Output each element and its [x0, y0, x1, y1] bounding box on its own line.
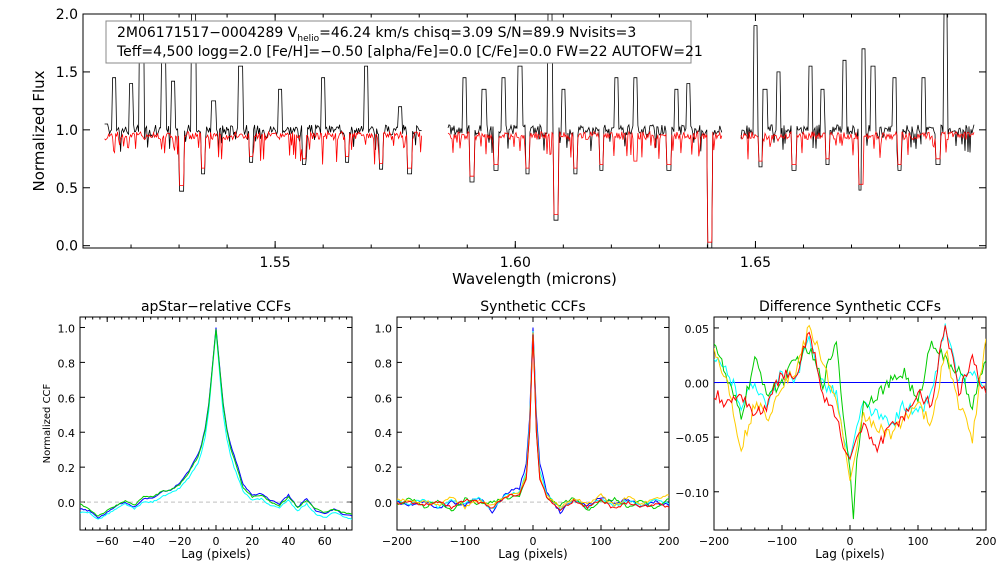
difference_ccf-series-red [714, 325, 986, 461]
spectrum-ytick-label: 1.0 [56, 123, 78, 139]
apstar_ccf-xtick-label: −20 [168, 535, 191, 548]
apstar_ccf-ytick-label: 0.2 [58, 462, 76, 475]
spectrum-ytick-label: 0.0 [56, 239, 78, 255]
spectrum-model-chip-2 [447, 130, 723, 243]
apstar_ccf-series-visit-2 [80, 330, 352, 520]
difference_ccf-ytick-label: −0.10 [675, 487, 709, 500]
difference_ccf-frame [713, 316, 987, 531]
synthetic_ccf-series-yellow [397, 332, 669, 510]
difference_ccf-xtick-label: 0 [847, 535, 854, 548]
apstar_ccf-xtick-label: 20 [245, 535, 259, 548]
spectrum-ytick-label: 0.5 [56, 181, 78, 197]
synthetic_ccf-xlabel: Lag (pixels) [498, 547, 568, 561]
difference_ccf-xtick-label: −100 [767, 535, 797, 548]
info-line-2: Teff=4,500 logg=2.0 [Fe/H]=−0.50 [alpha/… [116, 44, 703, 60]
difference_ccf-ytick-label: −0.05 [675, 432, 709, 445]
spectrum-ytick-label: 1.5 [56, 65, 78, 81]
difference_ccf-series-green [714, 340, 986, 520]
info-star-id: 2M06171517−0004289 V [117, 25, 298, 41]
apstar_ccf-xtick-label: 40 [282, 535, 296, 548]
apstar_ccf-ylabel: Normalized CCF [42, 383, 53, 463]
apstar_ccf-xtick-label: −40 [132, 535, 155, 548]
apstar_ccf-title: apStar−relative CCFs [141, 299, 291, 315]
spectrum-model-chip-1 [104, 130, 422, 186]
spectrum-observed-chip-3 [740, 14, 975, 191]
synthetic_ccf-xtick-label: 0 [530, 535, 537, 548]
info-vhelio-subscript: helio [297, 34, 319, 44]
spectrum-frame [82, 13, 987, 249]
spectrum-xtick-label: 1.60 [500, 255, 531, 271]
apstar_ccf-xtick-label: −60 [96, 535, 119, 548]
difference_ccf-title: Difference Synthetic CCFs [759, 299, 941, 315]
synthetic_ccf-series-green [397, 332, 669, 512]
synthetic_ccf-xtick-label: −100 [450, 535, 480, 548]
spectrum-xtick-label: 1.65 [740, 255, 771, 271]
apstar_ccf-ytick-label: 0.0 [58, 497, 76, 510]
info-line-1: 2M06171517−0004289 Vhelio=46.24 km/s chi… [117, 25, 636, 44]
difference_ccf-axes: −200 −100 0 100 200 −0.10 −0.05 0.00 0.05 Differe… [675, 299, 996, 561]
synthetic_ccf-series-blue [397, 327, 669, 515]
spectrum-ylabel: Normalized Flux [30, 70, 48, 191]
apstar_ccf-xtick-label: 60 [318, 535, 332, 548]
difference_ccf-xtick-label: −200 [699, 535, 729, 548]
synthetic_ccf-title: Synthetic CCFs [480, 299, 585, 315]
difference_ccf-ytick-label: 0.05 [685, 323, 710, 336]
apstar_ccf-ytick-label: 1.0 [58, 322, 76, 335]
apstar_ccf-axes: −60 −40 −20 0 20 40 60 0.0 0.2 0.4 0.6 0.8 1.0 apStar… [42, 299, 353, 561]
synthetic_ccf-ytick-label: 1.0 [375, 322, 393, 335]
apstar_ccf-frame [79, 316, 353, 531]
apstar_ccf-xtick-label: 0 [213, 535, 220, 548]
synthetic_ccf-ytick-label: 0.8 [375, 357, 393, 370]
difference_ccf-xlabel: Lag (pixels) [815, 547, 885, 561]
difference_ccf-xtick-label: 200 [976, 535, 997, 548]
apstar_ccf-series-visit-3 [80, 329, 352, 517]
spectrum-ytick-label: 2.0 [56, 7, 78, 23]
info-stats: =46.24 km/s chisq=3.09 S/N=89.9 Nvisits=… [319, 25, 636, 41]
synthetic_ccf-series-red [397, 334, 669, 512]
apstar_ccf-ytick-label: 0.8 [58, 357, 76, 370]
spectrum-axes: 1.55 1.60 1.65 0.0 0.5 1.0 1.5 2.0 Wavelength (m… [30, 7, 987, 288]
synthetic_ccf-ytick-label: 0.4 [375, 427, 393, 440]
spectrum-xtick-label: 1.55 [260, 255, 291, 271]
difference_ccf-series-cyan [714, 323, 986, 461]
difference_ccf-ytick-label: 0.00 [685, 378, 710, 391]
info-box: 2M06171517−0004289 Vhelio=46.24 km/s chi… [105, 20, 703, 64]
synthetic_ccf-ytick-label: 0.2 [375, 462, 393, 475]
apstar_ccf-xlabel: Lag (pixels) [181, 547, 251, 561]
synthetic_ccf-xtick-label: 100 [591, 535, 612, 548]
synthetic_ccf-axes: −200 −100 0 100 200 0.0 0.2 0.4 0.6 0.8 1.0 Synthet… [375, 299, 680, 561]
spectrum-model-chip-3 [740, 130, 975, 185]
synthetic_ccf-ytick-label: 0.6 [375, 392, 393, 405]
synthetic_ccf-series-cyan [397, 330, 669, 511]
synthetic_ccf-ytick-label: 0.0 [375, 497, 393, 510]
difference_ccf-series-yellow [714, 324, 986, 481]
synthetic_ccf-frame [396, 316, 670, 531]
synthetic_ccf-xtick-label: −200 [382, 535, 412, 548]
apstar_ccf-ytick-label: 0.6 [58, 392, 76, 405]
apstar_ccf-series-visit-1 [80, 327, 352, 519]
apstar_ccf-ytick-label: 0.4 [58, 427, 76, 440]
spectrum-xlabel: Wavelength (microns) [452, 270, 617, 288]
difference_ccf-xtick-label: 100 [908, 535, 929, 548]
synthetic_ccf-xtick-label: 200 [659, 535, 680, 548]
